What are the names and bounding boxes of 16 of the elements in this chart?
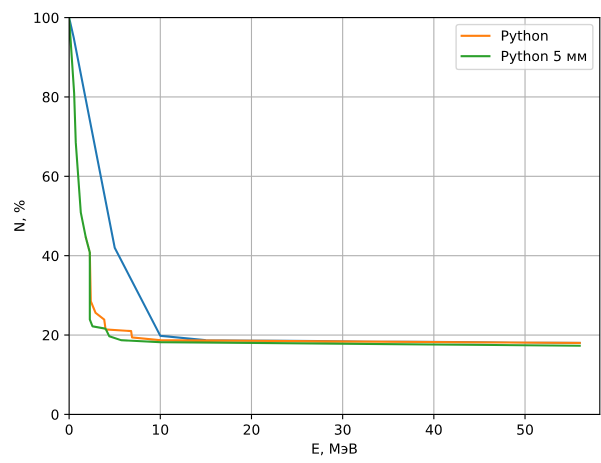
- x-axis-title: E, МэВ: [312, 444, 357, 456]
- x-tick-label: 50: [517, 424, 533, 435]
- x-tick-label: 0: [66, 424, 73, 435]
- y-tick-label: 100: [34, 12, 58, 24]
- legend-label: Python 5 мм: [502, 50, 586, 64]
- x-tick-label: 30: [334, 424, 351, 435]
- y-tick-label: 60: [42, 171, 58, 182]
- legend-label: Python: [502, 30, 548, 44]
- y-tick-label: 20: [42, 330, 58, 340]
- y-tick-label: 0: [51, 409, 58, 420]
- y-axis-title: N, %: [14, 200, 26, 231]
- y-tick-label: 80: [42, 92, 58, 102]
- x-tick-label: 20: [244, 424, 260, 435]
- y-tick-label: 40: [42, 250, 58, 262]
- x-tick-label: 10: [152, 424, 168, 435]
- x-tick-label: 40: [426, 424, 442, 435]
